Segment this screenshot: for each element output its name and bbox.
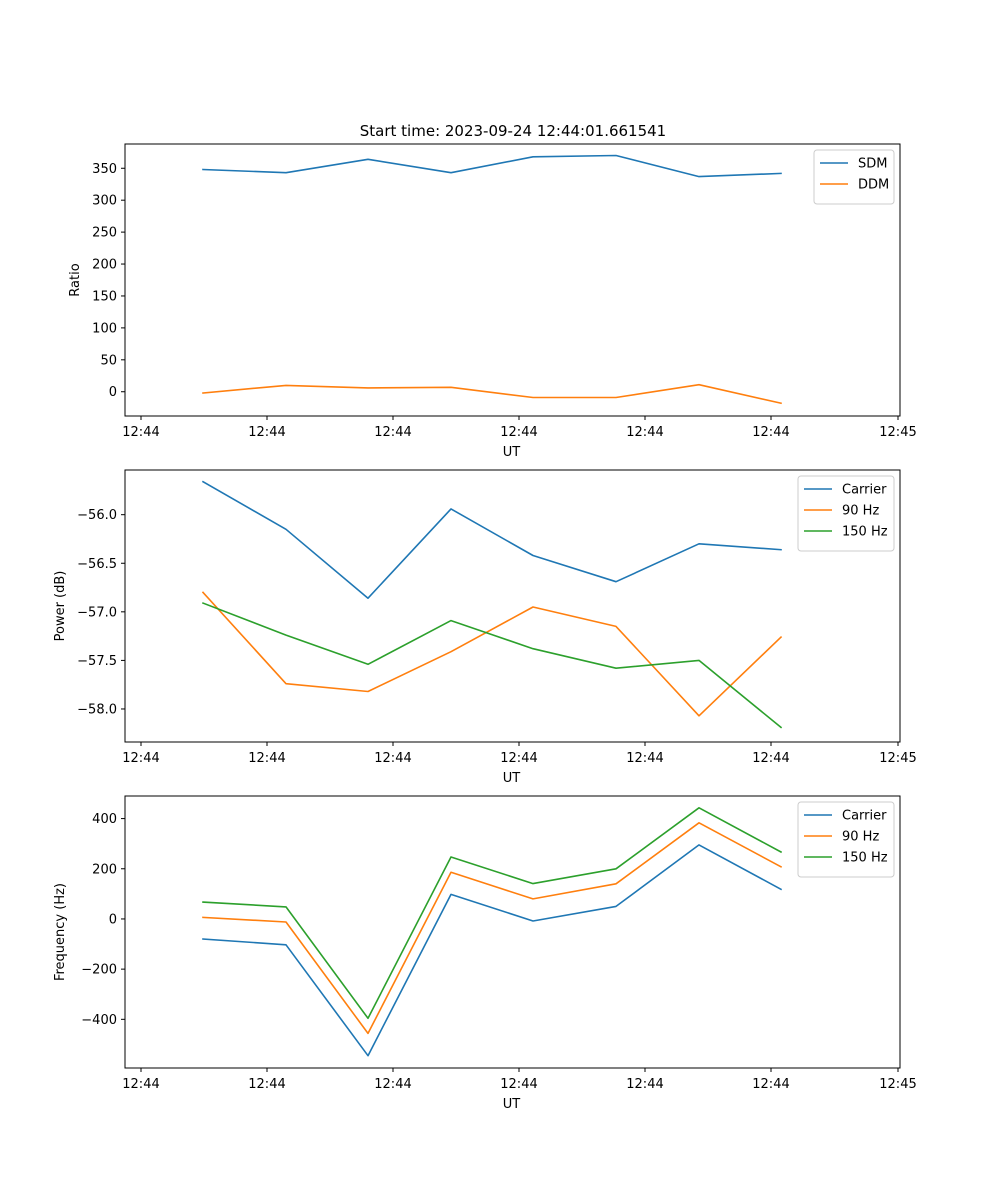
series-line-carrier	[201, 480, 782, 600]
y-axis-label: Ratio	[68, 263, 83, 296]
axes-frame	[124, 143, 901, 417]
legend-label-150-hz: 150 Hz	[842, 525, 888, 540]
x-tick-label: 12:45	[879, 751, 916, 766]
y-tick-label: −57.5	[77, 654, 117, 669]
legend-label-90-hz: 90 Hz	[842, 830, 879, 845]
x-axis-label: UT	[503, 445, 521, 460]
legend-box	[797, 475, 895, 552]
x-tick-label: 12:45	[879, 1077, 916, 1092]
x-tick-label: 12:45	[879, 425, 916, 440]
x-tick-label: 12:44	[500, 751, 537, 766]
x-tick-label: 12:44	[122, 425, 159, 440]
y-tick-label: 400	[92, 812, 117, 827]
x-tick-label: 12:44	[248, 1077, 285, 1092]
figure-title: Start time: 2023-09-24 12:44:01.661541	[360, 122, 666, 140]
x-tick-label: 12:44	[500, 425, 537, 440]
y-axis-label: Frequency (Hz)	[53, 883, 68, 981]
y-tick-label: −56.5	[77, 557, 117, 572]
legend-label-carrier: Carrier	[842, 809, 887, 824]
x-tick-label: 12:44	[122, 1077, 159, 1092]
legend-label-carrier: Carrier	[842, 483, 887, 498]
y-tick-label: −58.0	[77, 702, 117, 717]
y-tick-label: 50	[100, 353, 117, 368]
legend-box	[797, 801, 895, 878]
x-tick-label: 12:44	[374, 1077, 411, 1092]
y-tick-label: 200	[92, 258, 117, 273]
legend: SDM DDM	[813, 149, 895, 205]
series-line-150-hz	[202, 806, 783, 1020]
x-tick-label: 12:44	[752, 1077, 789, 1092]
y-tick-label: 300	[92, 194, 117, 209]
series-line-carrier	[202, 844, 783, 1057]
x-tick-label: 12:44	[752, 751, 789, 766]
y-tick-label: 350	[92, 162, 117, 177]
x-tick-label: 12:44	[374, 425, 411, 440]
axes-frame	[124, 795, 901, 1069]
legend-label-90-hz: 90 Hz	[842, 504, 879, 519]
x-tick-label: 12:44	[626, 1077, 663, 1092]
x-tick-label: 12:44	[122, 751, 159, 766]
x-tick-label: 12:44	[626, 425, 663, 440]
x-tick-label: 12:44	[248, 751, 285, 766]
legend: Carrier 90 Hz 150 Hz	[797, 475, 895, 552]
series-line-90-hz	[202, 821, 783, 1035]
chart-2: 12:44 12:44 12:44 12:44 12:44 12:44 12:45 −58.0…	[53, 469, 917, 786]
y-tick-label: −56.0	[77, 508, 117, 523]
y-axis-label: Power (dB)	[53, 571, 68, 642]
y-tick-label: 150	[92, 289, 117, 304]
series-line-sdm	[202, 154, 782, 178]
chart-3: 12:44 12:44 12:44 12:44 12:44 12:44 12:45 −400 −…	[53, 795, 917, 1112]
series-line-ddm	[202, 383, 782, 405]
y-tick-label: 0	[109, 385, 117, 400]
x-tick-label: 12:44	[752, 425, 789, 440]
series-line-150-hz	[201, 602, 783, 729]
x-tick-label: 12:44	[248, 425, 285, 440]
x-tick-label: 12:44	[374, 751, 411, 766]
x-axis-label: UT	[503, 1097, 521, 1112]
y-tick-label: 0	[109, 912, 117, 927]
x-axis-label: UT	[503, 771, 521, 786]
y-tick-label: −57.0	[77, 605, 117, 620]
x-tick-label: 12:44	[500, 1077, 537, 1092]
y-tick-label: −200	[81, 963, 117, 978]
y-tick-label: 250	[92, 226, 117, 241]
legend-label-sdm: SDM	[858, 157, 887, 172]
y-tick-label: −400	[81, 1013, 117, 1028]
chart-1: 12:44 12:44 12:44 12:44 12:44 12:44 12:45 0 50 10…	[68, 143, 917, 460]
legend-label-ddm: DDM	[858, 178, 889, 193]
axes-frame	[124, 469, 901, 743]
y-tick-label: 200	[92, 862, 117, 877]
x-tick-label: 12:44	[626, 751, 663, 766]
legend-label-150-hz: 150 Hz	[842, 851, 888, 866]
series-line-90-hz	[201, 591, 783, 717]
legend: Carrier 90 Hz 150 Hz	[797, 801, 895, 878]
y-tick-label: 100	[92, 321, 117, 336]
